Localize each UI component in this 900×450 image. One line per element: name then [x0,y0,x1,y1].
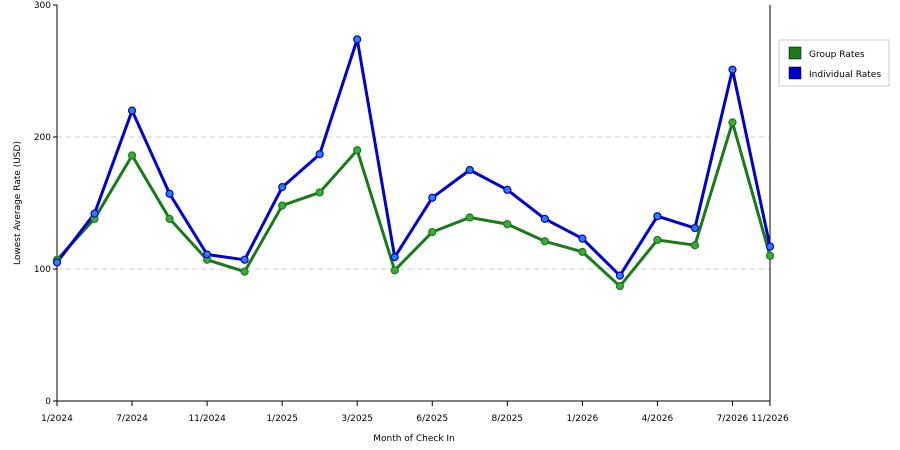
data-point-group-rates [315,188,324,197]
y-ticks: 0 100 200 300 [34,1,57,407]
data-point-individual-rates [465,165,474,175]
y-tick-label: 100 [34,265,51,275]
y-tick-label: 300 [34,1,51,11]
data-point-group-rates [540,237,549,246]
data-point-group-rates [653,235,662,245]
series-lines [55,37,772,288]
x-tick-label: 1/2026 [567,414,599,424]
data-point-group-rates [465,213,474,222]
data-point-group-rates [390,266,399,275]
y-tick-label: 0 [45,397,51,407]
x-tick-label: 7/2024 [116,414,148,424]
x-tick-label: 8/2025 [491,414,523,424]
x-tick-label: 3/2025 [341,414,373,424]
y-tick-label: 200 [34,133,51,143]
x-tick-label: 11/2024 [188,414,226,424]
data-point-individual-rates [765,242,775,251]
data-point-individual-rates [728,65,737,74]
data-point-group-rates [240,267,249,276]
x-axis-title: Month of Check In [373,434,455,444]
data-point-individual-rates [540,214,549,223]
data-point-individual-rates [90,209,99,218]
x-tick-label: 11/2026 [751,414,789,424]
data-point-individual-rates [503,185,512,194]
legend-swatch-individual-rates [788,66,802,80]
data-point-individual-rates [278,183,287,192]
legend: Group Rates Individual Rates [778,39,890,87]
data-point-individual-rates [578,234,587,243]
data-point-individual-rates [353,35,362,44]
data-point-individual-rates [165,189,174,198]
data-point-group-rates [428,227,437,237]
x-tick-label: 1/2024 [41,414,73,424]
data-point-individual-rates [315,150,324,159]
data-point-group-rates [278,201,287,210]
data-point-individual-rates [240,255,249,264]
data-point-individual-rates [690,223,700,233]
data-point-individual-rates [390,253,399,262]
data-point-group-rates [503,220,512,229]
grid-lines [57,136,770,270]
series-line-individual-rates [55,37,772,278]
x-tick-label: 4/2026 [642,414,674,424]
data-point-individual-rates [203,250,212,259]
data-point-individual-rates [615,271,624,280]
data-point-group-rates [765,251,775,260]
data-point-individual-rates [52,258,62,267]
x-tick-label: 1/2025 [266,414,298,424]
data-point-individual-rates [653,212,662,221]
data-point-group-rates [127,151,137,160]
x-ticks: 1/2024 7/2024 11/2024 1/2025 3/2025 6/2025 8/2… [41,401,789,424]
legend-swatch-group-rates [788,46,802,60]
data-point-group-rates [728,118,737,127]
data-point-group-rates [578,247,587,256]
data-point-individual-rates [127,106,137,115]
x-tick-label: 6/2025 [416,414,448,424]
data-point-individual-rates [428,193,437,202]
data-point-group-rates [353,146,362,155]
data-point-group-rates [165,214,174,223]
data-point-group-rates [690,241,700,250]
series-markers [52,35,775,291]
legend-label-group-rates: Group Rates [809,50,865,60]
data-point-group-rates [615,282,624,291]
x-tick-label: 7/2026 [717,414,749,424]
y-axis-title: Lowest Average Rate (USD) [13,141,23,265]
series-line-group-rates [55,121,772,288]
legend-label-individual-rates: Individual Rates [809,70,881,80]
